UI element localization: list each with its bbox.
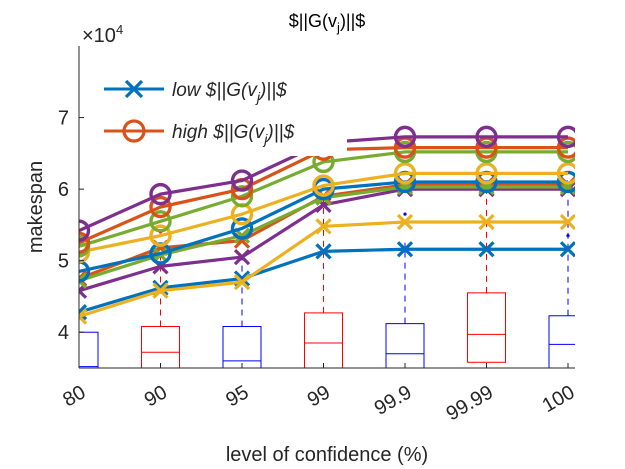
data-point-circle [79,231,91,254]
boxplot-99.9 [385,212,425,368]
legend-text-high: high $||G(vj)||$ [172,122,295,147]
data-point-x [396,213,414,231]
legend: low $||G(vj)||$ high $||G(vj)||$ [97,66,347,156]
data-point-circle [475,162,498,185]
data-point-x [79,304,88,321]
data-point-x [79,272,88,289]
data-point-circle [556,162,575,185]
series-line [79,150,568,248]
boxplot-99.99 [467,192,506,363]
boxplot-box [222,325,262,368]
x-tick-label: 90 [141,381,171,411]
boxplot-99 [304,196,343,368]
data-point-circle [149,210,172,233]
x-tick-label: 99 [304,381,334,411]
boxplot-80 [79,331,99,368]
data-point-circle [393,162,417,185]
data-point-circle [79,260,91,283]
boxplot-box [141,325,180,368]
boxplot-box [548,315,575,368]
data-point-circle [475,125,498,149]
boxplot-box [467,292,506,363]
axes [78,46,575,369]
data-point-x [152,282,169,299]
data-point-circle [393,125,417,149]
x-tick-label: 80 [59,381,89,411]
data-point-circle [230,169,254,192]
data-point-circle [312,174,335,197]
series-layer [79,125,575,325]
data-point-circle [149,224,172,247]
boxplot-box [304,312,343,368]
series-line [79,171,568,254]
legend-text-low: low $||G(vj)||$ [172,80,287,105]
boxplot-box [385,323,425,368]
data-point-x [79,308,88,325]
data-point-x [559,241,575,258]
data-point-x [559,213,575,231]
y-tick-label: 4 [58,322,69,344]
data-point-x [233,274,251,291]
boxplot-outlier [403,212,407,216]
data-point-circle [230,217,254,240]
x-tick-label: 99.99 [443,381,497,425]
data-point-x [315,243,332,260]
y-axis-label: makespan [25,161,47,253]
y-axis-exponent: ×104 [82,22,123,47]
boxplot-outlier [566,234,570,238]
data-point-circle [149,195,172,219]
y-tick-label: 5 [58,251,69,273]
data-point-x [478,241,495,258]
data-point-x [478,213,495,231]
data-point-circle [149,182,172,206]
legend-entry-low: low $||G(vj)||$ [104,79,287,105]
x-tick-label: 95 [222,381,252,411]
legend-entry-high: high $||G(vj)||$ [104,119,295,147]
series-1 [79,213,575,325]
boxplot-box [79,331,99,368]
x-tick-label: 100 [539,381,579,417]
x-tick-label: 99.9 [371,381,416,420]
x-axis-label: level of confidence (%) [226,444,428,466]
legend-marker-x-icon [124,79,144,99]
y-tick-label: 7 [58,108,69,130]
boxplot-layer [79,148,575,368]
chart-title: $||G(vj)||$ [289,11,366,35]
series-0 [79,241,575,321]
data-point-x [233,248,251,266]
legend-marker-circle-icon [122,119,146,143]
data-point-circle [556,125,575,149]
data-point-x [315,218,332,235]
y-tick-label: 6 [58,179,69,201]
data-point-circle [79,219,91,242]
data-point-circle [230,185,254,208]
data-point-x [396,241,414,258]
